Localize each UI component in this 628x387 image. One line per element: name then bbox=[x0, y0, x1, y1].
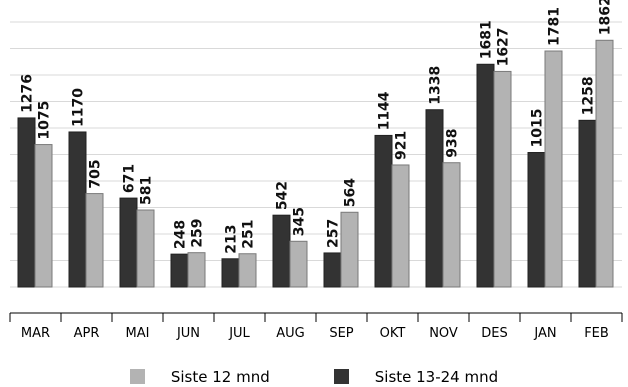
value-label-siste-12-aug: 345 bbox=[292, 207, 308, 236]
bar-siste-13-24-sep bbox=[323, 252, 342, 288]
x-tick-label-sep: SEP bbox=[329, 326, 353, 341]
value-label-siste-13-24-jan: 1015 bbox=[530, 109, 546, 148]
bar-siste-12-mai bbox=[136, 209, 155, 288]
x-tick-label-mai: MAI bbox=[126, 326, 150, 341]
bar-siste-13-24-apr bbox=[68, 131, 87, 288]
bar-siste-12-sep bbox=[340, 211, 359, 288]
legend-swatch-siste-12 bbox=[129, 369, 145, 384]
x-tick-label-mar: MAR bbox=[21, 326, 50, 341]
bar-siste-12-des bbox=[493, 70, 512, 288]
x-tick-label-apr: APR bbox=[74, 326, 100, 341]
x-tick-label-feb: FEB bbox=[584, 326, 609, 341]
bar-siste-13-24-jan bbox=[527, 152, 546, 288]
value-label-siste-13-24-jul: 213 bbox=[224, 225, 240, 254]
value-label-siste-13-24-mar: 1276 bbox=[20, 74, 36, 113]
value-label-siste-12-apr: 705 bbox=[88, 159, 104, 188]
value-label-siste-12-nov: 938 bbox=[445, 128, 461, 157]
legend-label-siste-13-24: Siste 13-24 mnd bbox=[374, 367, 499, 386]
value-label-siste-12-sep: 564 bbox=[343, 178, 359, 207]
value-label-siste-12-des: 1627 bbox=[496, 27, 512, 66]
value-label-siste-13-24-okt: 1144 bbox=[377, 91, 393, 130]
bar-siste-13-24-mai bbox=[119, 197, 138, 288]
legend-item-siste-12: Siste 12 mnd bbox=[129, 367, 270, 386]
x-tick-label-jan: JAN bbox=[533, 326, 556, 341]
value-label-siste-13-24-feb: 1258 bbox=[581, 76, 597, 115]
value-label-siste-12-mar: 1075 bbox=[37, 101, 53, 140]
value-label-siste-12-mai: 581 bbox=[139, 176, 155, 205]
x-tick-label-nov: NOV bbox=[429, 326, 458, 341]
x-tick-label-des: DES bbox=[481, 326, 507, 341]
legend: Siste 12 mnd Siste 13-24 mnd bbox=[0, 366, 628, 387]
value-label-siste-13-24-jun: 248 bbox=[173, 220, 189, 249]
bar-siste-12-okt bbox=[391, 164, 410, 288]
value-label-siste-12-jan: 1781 bbox=[547, 7, 563, 46]
bar-siste-13-24-aug bbox=[272, 214, 291, 288]
value-label-siste-13-24-mai: 671 bbox=[122, 164, 138, 193]
value-label-siste-13-24-aug: 542 bbox=[275, 181, 291, 210]
bar-siste-12-apr bbox=[85, 193, 104, 288]
value-label-siste-12-feb: 1862 bbox=[598, 0, 614, 35]
value-label-siste-12-jul: 251 bbox=[241, 220, 257, 249]
bar-siste-12-aug bbox=[289, 240, 308, 288]
bar-siste-13-24-jun bbox=[170, 253, 189, 288]
bar-siste-12-nov bbox=[442, 162, 461, 288]
bar-siste-13-24-des bbox=[476, 63, 495, 288]
legend-item-siste-13-24: Siste 13-24 mnd bbox=[333, 367, 499, 386]
bars bbox=[17, 39, 614, 288]
gridlines bbox=[10, 21, 622, 288]
legend-swatch-siste-13-24 bbox=[333, 369, 349, 384]
bar-siste-13-24-nov bbox=[425, 109, 444, 288]
x-tick-label-jun: JUN bbox=[176, 326, 200, 341]
bar-siste-12-jul bbox=[238, 253, 257, 288]
value-label-siste-13-24-nov: 1338 bbox=[428, 66, 444, 105]
value-label-siste-13-24-des: 1681 bbox=[479, 20, 495, 59]
bar-siste-12-feb bbox=[595, 39, 614, 288]
x-tick-label-jul: JUL bbox=[228, 326, 250, 341]
bar-siste-13-24-jul bbox=[221, 258, 240, 288]
bar-siste-13-24-okt bbox=[374, 134, 393, 288]
value-label-siste-12-jun: 259 bbox=[190, 218, 206, 247]
bar-siste-12-mar bbox=[34, 144, 53, 288]
legend-label-siste-12: Siste 12 mnd bbox=[170, 367, 270, 386]
x-tick-label-okt: OKT bbox=[380, 326, 406, 341]
value-label-siste-13-24-sep: 257 bbox=[326, 219, 342, 248]
bar-siste-13-24-mar bbox=[17, 117, 36, 288]
bar-siste-12-jun bbox=[187, 252, 206, 288]
bar-siste-12-jan bbox=[544, 50, 563, 288]
value-label-siste-12-okt: 921 bbox=[394, 131, 410, 160]
x-tick-label-aug: AUG bbox=[276, 326, 304, 341]
x-axis: MAR APR MAI JUN JUL AUG SEP OKT NOV DES JAN FEB bbox=[9, 312, 623, 341]
value-label-siste-13-24-apr: 1170 bbox=[71, 88, 87, 127]
bar-siste-13-24-feb bbox=[578, 119, 597, 288]
